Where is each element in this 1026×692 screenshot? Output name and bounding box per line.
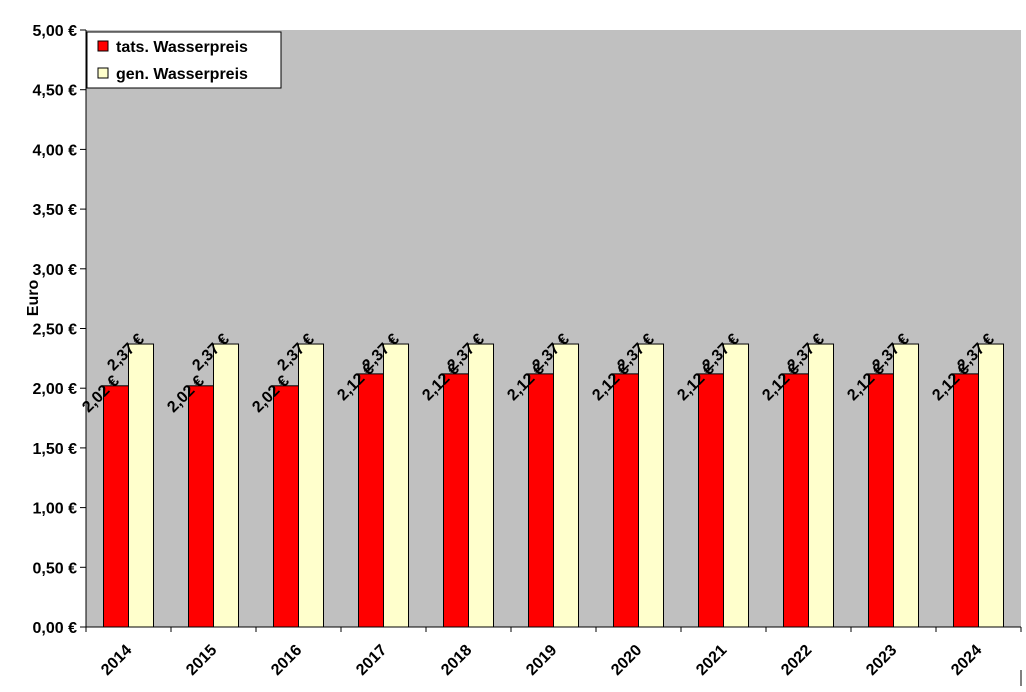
bar-gen-2022 (808, 343, 834, 628)
legend-swatch-gen (97, 67, 109, 79)
legend-swatch-tats (97, 40, 109, 52)
x-tick-label: 2014 (98, 642, 135, 679)
bar-tats-2015 (188, 385, 214, 628)
y-axis: 0,00 € 0,50 € 1,00 € 1,50 € 2,00 € 2,50 € 3,00… (33, 23, 87, 637)
bar-tats-2018 (443, 373, 469, 628)
y-axis-title: Euro (25, 280, 42, 317)
y-tick-label: 3,50 € (33, 202, 78, 219)
bar-tats-2016 (273, 385, 299, 628)
x-axis: 2014 2015 2016 2017 2018 2019 2020 2021 2022 2023… (85, 626, 1022, 679)
bar-tats-2024 (953, 373, 979, 628)
y-tick-label: 0,50 € (33, 560, 78, 577)
bar-gen-2018 (468, 343, 494, 628)
x-tick-label: 2024 (948, 642, 985, 679)
y-tick-label: 2,50 € (33, 322, 78, 339)
bar-gen-2016 (298, 343, 324, 628)
x-tick-label: 2022 (778, 642, 815, 679)
y-tick-label: 2,00 € (33, 381, 78, 398)
x-tick-label: 2023 (863, 642, 900, 679)
bar-gen-2021 (723, 343, 749, 628)
y-tick-label: 1,50 € (33, 441, 78, 458)
bar-gen-2020 (638, 343, 664, 628)
x-tick-label: 2021 (693, 642, 730, 679)
bar-tats-2020 (613, 373, 639, 628)
bars (103, 343, 1004, 628)
x-tick-label: 2016 (268, 642, 305, 679)
x-tick-label: 2017 (353, 642, 390, 679)
x-tick-label: 2020 (608, 642, 645, 679)
bar-gen-2015 (213, 343, 239, 628)
y-tick-label: 5,00 € (33, 23, 78, 40)
legend: tats. Wasserpreis gen. Wasserpreis (86, 31, 282, 89)
bar-tats-2014 (103, 385, 129, 628)
bar-tats-2019 (528, 373, 554, 628)
bar-gen-2017 (383, 343, 409, 628)
bar-gen-2019 (553, 343, 579, 628)
legend-label-gen: gen. Wasserpreis (116, 66, 248, 83)
y-tick-label: 1,00 € (33, 501, 78, 518)
bar-gen-2023 (893, 343, 919, 628)
x-tick-label: 2015 (183, 642, 220, 679)
legend-box (86, 31, 282, 89)
bar-gen-2024 (978, 343, 1004, 628)
bar-tats-2022 (783, 373, 809, 628)
x-tick-label: 2019 (523, 642, 560, 679)
bar-gen-2014 (128, 343, 154, 628)
y-tick-label: 3,00 € (33, 262, 78, 279)
x-tick-label: 2018 (438, 642, 475, 679)
y-tick-label: 4,00 € (33, 142, 78, 159)
y-tick-label: 4,50 € (33, 83, 78, 100)
y-tick-label: 0,00 € (33, 620, 78, 637)
bar-tats-2021 (698, 373, 724, 628)
bar-tats-2023 (868, 373, 894, 628)
bar-tats-2017 (358, 373, 384, 628)
legend-label-tats: tats. Wasserpreis (116, 39, 248, 56)
